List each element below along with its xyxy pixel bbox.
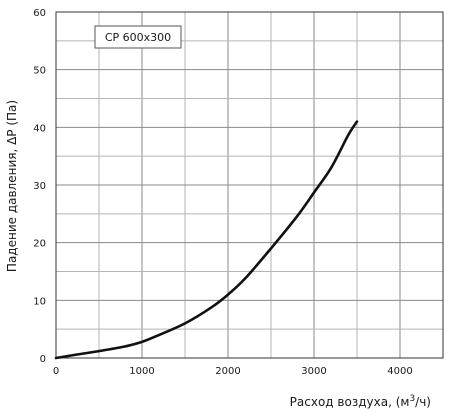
x-tick-label: 4000 bbox=[387, 366, 412, 377]
x-tick-label: 1000 bbox=[129, 366, 154, 377]
y-tick-label: 30 bbox=[33, 181, 46, 192]
y-axis-label: Падение давления, ΔP (Па) bbox=[5, 100, 19, 272]
y-tick-label: 60 bbox=[33, 8, 46, 19]
grid bbox=[56, 12, 443, 358]
y-axis-ticks: 0 10 20 30 40 50 60 bbox=[33, 8, 46, 365]
y-tick-label: 0 bbox=[40, 354, 46, 365]
y-tick-label: 10 bbox=[33, 296, 46, 307]
x-axis-label: Расход воздуха, (м3/ч) bbox=[290, 394, 431, 409]
legend: CP 600x300 bbox=[94, 25, 182, 49]
legend-box bbox=[94, 25, 182, 49]
x-tick-label: 0 bbox=[53, 366, 59, 377]
y-tick-label: 20 bbox=[33, 239, 46, 250]
y-tick-label: 50 bbox=[33, 66, 46, 77]
y-tick-label: 40 bbox=[33, 123, 46, 134]
plot-frame bbox=[55, 11, 444, 359]
legend-label: CP 600x300 bbox=[105, 31, 171, 44]
x-tick-label: 2000 bbox=[215, 366, 240, 377]
x-tick-label: 3000 bbox=[301, 366, 326, 377]
x-axis-ticks: 0 1000 2000 3000 4000 bbox=[53, 366, 413, 377]
series-line bbox=[54, 120, 359, 360]
